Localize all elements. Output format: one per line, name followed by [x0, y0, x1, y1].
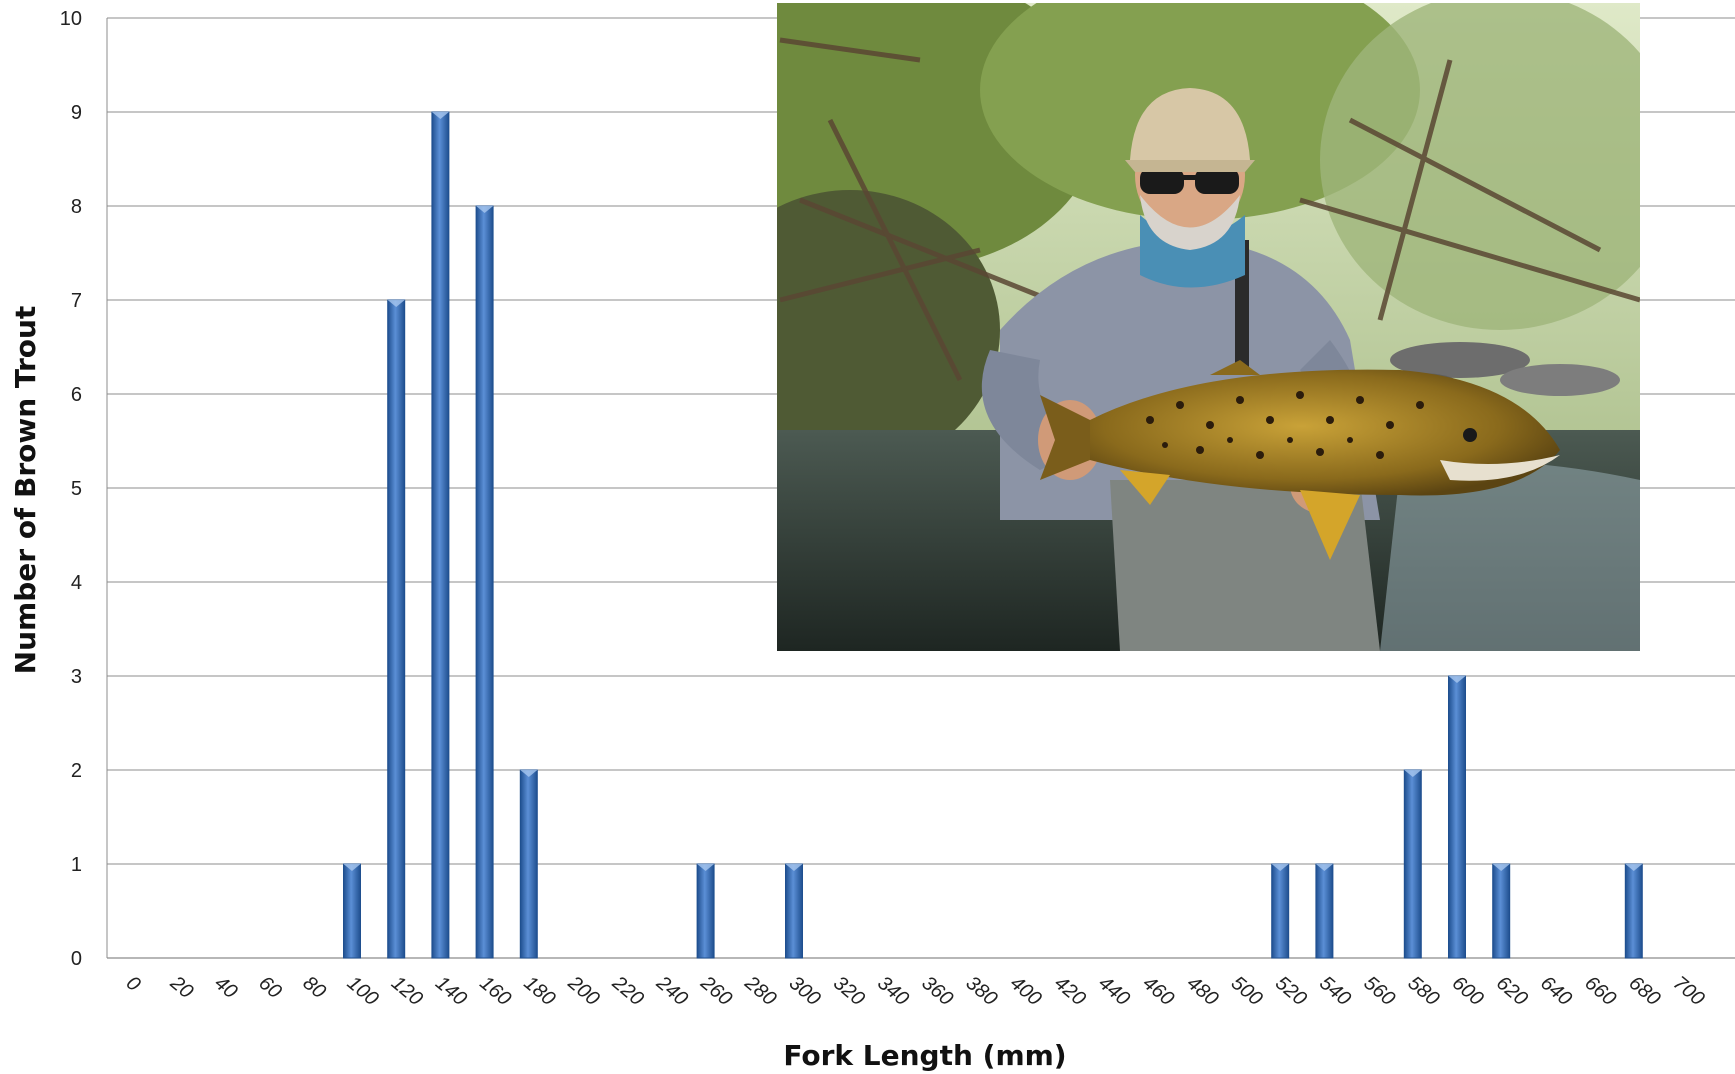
bars — [343, 111, 1643, 959]
x-tick-label: 660 — [1580, 972, 1620, 1010]
y-tick-label: 6 — [71, 384, 82, 406]
bar-cap-300 — [785, 864, 803, 871]
y-tick-labels: 0 1 2 3 4 5 6 7 8 9 10 — [60, 8, 82, 970]
y-tick-label: 7 — [71, 290, 82, 312]
x-tick-label: 240 — [651, 971, 691, 1010]
x-tick-label: 100 — [343, 972, 383, 1010]
x-tick-label: 400 — [1006, 972, 1046, 1010]
bar-cap-260 — [697, 864, 715, 871]
x-tick-label: 340 — [873, 972, 913, 1010]
x-tick-label: 180 — [520, 972, 560, 1010]
x-tick-label: 440 — [1094, 972, 1134, 1010]
x-tick-label: 620 — [1492, 972, 1532, 1010]
y-tick-label: 4 — [71, 572, 82, 594]
x-tick-label: 700 — [1669, 972, 1709, 1010]
inset-photo — [777, 3, 1640, 651]
x-tick-label: 480 — [1183, 972, 1223, 1010]
x-tick-label: 640 — [1536, 972, 1576, 1010]
x-tick-label: 220 — [607, 971, 647, 1010]
bar-300 — [785, 863, 803, 959]
bar-cap-100 — [343, 864, 361, 871]
x-axis-title: Fork Length (mm) — [783, 1039, 1066, 1072]
x-tick-label: 0 — [122, 972, 145, 996]
bar-cap-620 — [1492, 864, 1510, 871]
x-tick-label: 600 — [1448, 972, 1488, 1010]
bar-cap-540 — [1315, 864, 1333, 871]
y-tick-label: 2 — [71, 760, 82, 782]
x-tick-label: 580 — [1404, 972, 1444, 1010]
bar-580 — [1403, 769, 1422, 959]
y-tick-label: 0 — [71, 948, 82, 970]
x-tick-label: 380 — [962, 972, 1002, 1010]
bar-680 — [1624, 863, 1643, 959]
x-tick-label: 280 — [740, 971, 780, 1010]
x-tick-label: 680 — [1625, 972, 1665, 1010]
bar-160 — [475, 205, 494, 959]
bar-100 — [343, 863, 361, 959]
bar-cap-600 — [1448, 676, 1466, 683]
x-tick-label: 460 — [1138, 972, 1178, 1010]
x-tick-label: 320 — [829, 972, 869, 1010]
x-tick-label: 80 — [299, 972, 330, 1003]
x-tick-label: 120 — [387, 972, 427, 1010]
x-tick-label: 40 — [210, 972, 241, 1003]
x-tick-label: 420 — [1050, 972, 1090, 1010]
x-tick-label: 260 — [696, 971, 736, 1010]
y-tick-label: 8 — [71, 196, 82, 218]
x-tick-label: 360 — [917, 972, 957, 1010]
x-tick-label: 540 — [1315, 972, 1355, 1010]
bar-120 — [387, 299, 406, 959]
bar-180 — [519, 769, 538, 959]
y-tick-label: 10 — [60, 8, 82, 30]
x-tick-label: 140 — [431, 972, 471, 1010]
bar-620 — [1492, 863, 1511, 959]
bar-cap-120 — [387, 300, 405, 307]
bar-cap-520 — [1271, 864, 1289, 871]
x-tick-label: 200 — [563, 971, 603, 1010]
bar-cap-580 — [1404, 770, 1422, 777]
bar-600 — [1448, 675, 1466, 959]
bar-520 — [1271, 863, 1290, 959]
y-tick-label: 5 — [71, 478, 82, 500]
y-tick-label: 9 — [71, 102, 82, 124]
x-tick-label: 300 — [785, 972, 825, 1010]
bar-140 — [431, 111, 450, 959]
x-tick-label: 560 — [1359, 972, 1399, 1010]
bar-cap-160 — [476, 206, 494, 213]
bar-cap-680 — [1625, 864, 1643, 871]
y-tick-label: 1 — [71, 854, 82, 876]
x-tick-labels: 0 20 40 60 80 100 120 140 160 180 200 220 240 260 280 3… — [122, 971, 1709, 1010]
bar-260 — [696, 863, 715, 959]
bar-cap-180 — [520, 770, 538, 777]
y-tick-label: 3 — [71, 666, 82, 688]
x-tick-label: 520 — [1271, 972, 1311, 1010]
y-axis-title: Number of Brown Trout — [9, 306, 42, 675]
bar-cap-140 — [431, 112, 449, 119]
x-tick-label: 20 — [165, 971, 197, 1003]
x-tick-label: 160 — [475, 972, 515, 1010]
x-tick-label: 500 — [1227, 972, 1267, 1010]
bar-540 — [1315, 863, 1334, 959]
x-tick-label: 60 — [254, 972, 285, 1003]
